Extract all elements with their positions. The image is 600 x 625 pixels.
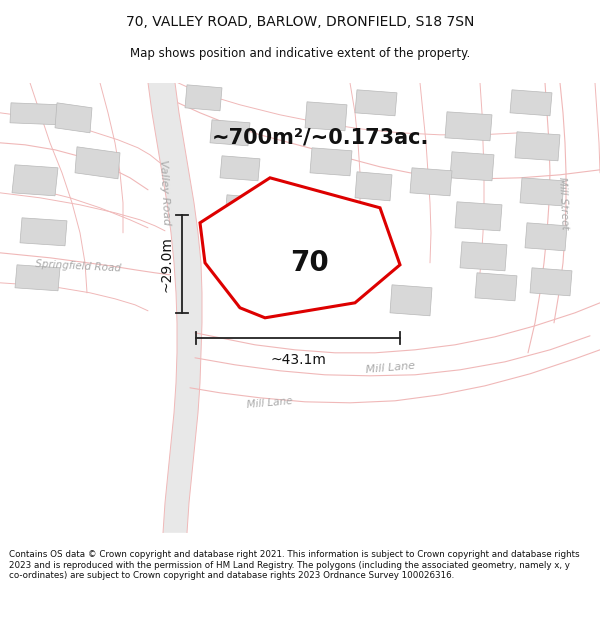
Polygon shape [75, 147, 120, 179]
Polygon shape [20, 217, 67, 246]
Polygon shape [455, 202, 502, 231]
Text: 70, VALLEY ROAD, BARLOW, DRONFIELD, S18 7SN: 70, VALLEY ROAD, BARLOW, DRONFIELD, S18 … [126, 14, 474, 29]
Polygon shape [390, 285, 432, 316]
Text: Valley Road: Valley Road [158, 160, 172, 226]
Text: Contains OS data © Crown copyright and database right 2021. This information is : Contains OS data © Crown copyright and d… [9, 550, 580, 580]
Polygon shape [515, 132, 560, 161]
Polygon shape [410, 168, 452, 196]
Polygon shape [520, 177, 564, 206]
Text: Mill Lane: Mill Lane [365, 361, 415, 375]
Polygon shape [475, 272, 517, 301]
Polygon shape [450, 152, 494, 181]
Text: Springfield Road: Springfield Road [35, 259, 121, 273]
Polygon shape [148, 82, 202, 532]
Polygon shape [10, 102, 61, 125]
Polygon shape [310, 148, 352, 176]
Text: ~29.0m: ~29.0m [160, 236, 174, 292]
Text: 70: 70 [290, 249, 329, 277]
Polygon shape [355, 172, 392, 201]
Text: Mill Lane: Mill Lane [247, 396, 293, 410]
Polygon shape [305, 102, 347, 131]
Polygon shape [15, 265, 60, 291]
Polygon shape [238, 282, 274, 311]
Polygon shape [510, 90, 552, 116]
Polygon shape [355, 90, 397, 116]
Polygon shape [530, 268, 572, 296]
Text: Map shows position and indicative extent of the property.: Map shows position and indicative extent… [130, 48, 470, 61]
Polygon shape [185, 85, 222, 111]
Polygon shape [55, 102, 92, 132]
Polygon shape [445, 112, 492, 141]
Polygon shape [525, 222, 567, 251]
Text: ~43.1m: ~43.1m [270, 352, 326, 367]
Polygon shape [232, 245, 272, 276]
Text: Mill Street: Mill Street [557, 176, 569, 229]
Polygon shape [220, 156, 260, 181]
Polygon shape [210, 120, 250, 146]
Polygon shape [225, 195, 262, 221]
Polygon shape [460, 242, 507, 271]
Polygon shape [12, 165, 58, 196]
Text: ~700m²/~0.173ac.: ~700m²/~0.173ac. [211, 128, 428, 148]
Polygon shape [200, 177, 400, 318]
